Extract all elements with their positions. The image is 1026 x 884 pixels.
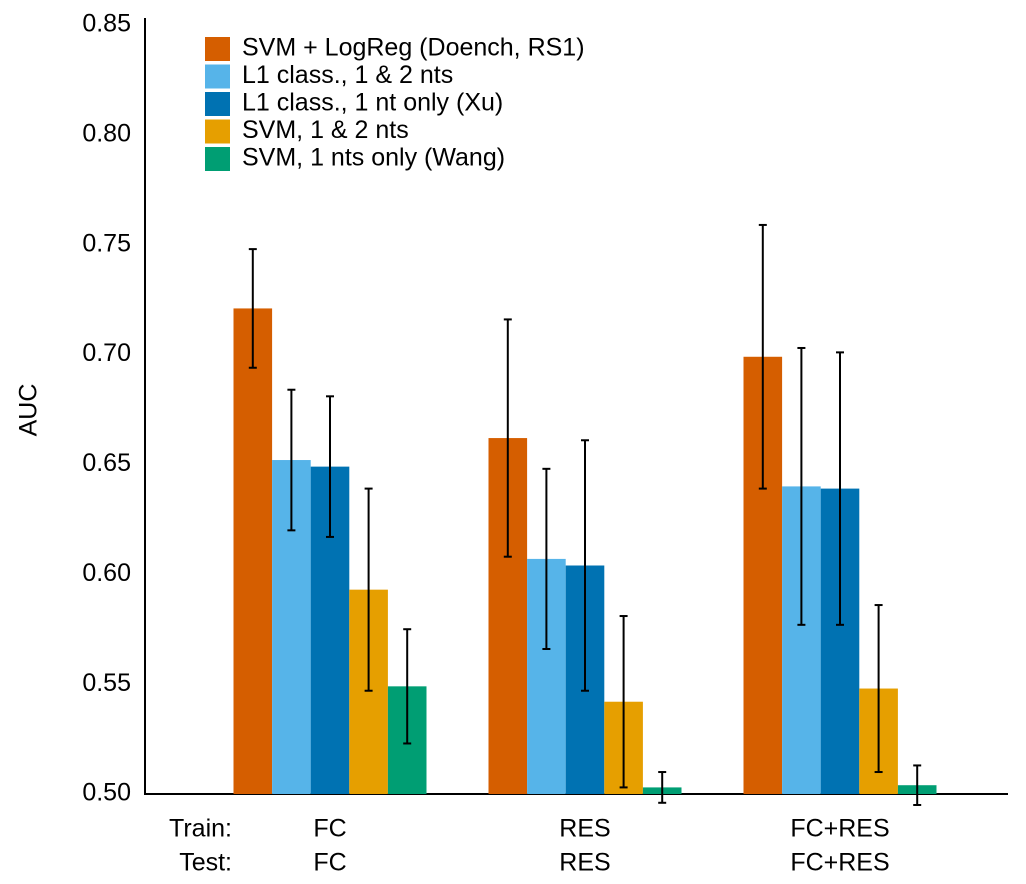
y-tick-label: 0.55 <box>82 669 131 697</box>
x-tick-label-test: FC+RES <box>790 849 889 877</box>
error-bar <box>913 764 922 806</box>
legend-label: L1 class., 1 nt only (Xu) <box>242 89 503 117</box>
error-bar <box>581 439 589 692</box>
x-tick-label: FC <box>313 815 346 843</box>
error-bar <box>658 771 667 804</box>
y-tick-label: 0.85 <box>82 10 131 38</box>
x-tick-label-test: FC <box>313 849 346 877</box>
error-bar <box>836 351 844 626</box>
x-tick-label-test: RES <box>559 849 610 877</box>
legend-label: L1 class., 1 & 2 nts <box>242 61 453 89</box>
legend-swatch <box>205 147 230 171</box>
y-tick-label: 0.65 <box>82 449 131 477</box>
error-bar <box>797 346 806 626</box>
error-bar <box>542 467 551 650</box>
y-tick-label: 0.60 <box>82 559 131 587</box>
bar <box>233 308 273 794</box>
legend-swatch <box>205 92 230 116</box>
error-bar <box>248 248 257 369</box>
y-tick-label: 0.75 <box>82 229 131 257</box>
x-tick-label: FC+RES <box>790 815 889 843</box>
legend-label: SVM, 1 & 2 nts <box>242 116 409 144</box>
error-bar <box>326 395 334 538</box>
error-bar <box>503 318 512 558</box>
error-bar <box>758 223 767 490</box>
error-bar <box>287 388 296 532</box>
x-tick-label: RES <box>559 815 610 843</box>
error-bar <box>874 604 883 774</box>
error-bar <box>403 628 412 745</box>
legend-swatch <box>205 64 230 89</box>
legend-label: SVM, 1 nts only (Wang) <box>242 144 505 172</box>
error-bar <box>619 615 628 789</box>
y-tick-label: 0.80 <box>82 119 131 147</box>
test-label: Test: <box>179 849 232 877</box>
legend-swatch <box>205 119 230 144</box>
error-bar <box>364 487 373 692</box>
train-label: Train: <box>169 815 232 843</box>
legend-swatch <box>205 37 230 61</box>
y-tick-label: 0.50 <box>82 779 131 807</box>
y-axis-label: AUC <box>15 384 43 437</box>
y-tick-label: 0.70 <box>82 339 131 367</box>
legend-label: SVM + LogReg (Doench, RS1) <box>242 34 585 62</box>
